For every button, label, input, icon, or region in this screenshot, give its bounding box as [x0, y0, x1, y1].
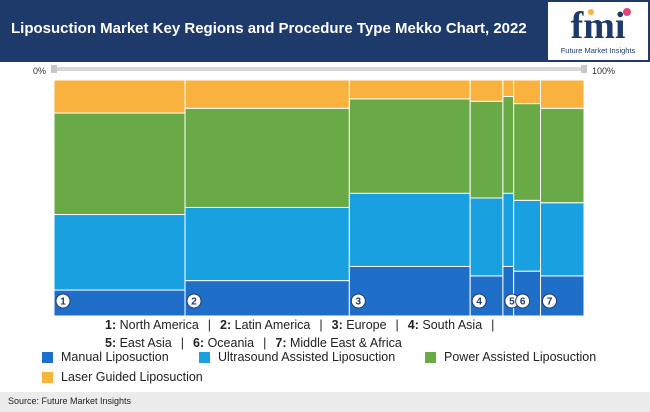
region-legend-item-3: 3: Europe — [332, 318, 387, 332]
region-legend-item-7: 7: Middle East & Africa — [275, 336, 401, 350]
bar-segment-6-4 — [513, 79, 542, 105]
bar-segment-3-4 — [348, 79, 471, 100]
legend-item-laser: Laser Guided Liposuction — [42, 370, 203, 384]
axis-tick-end — [581, 65, 587, 73]
fmi-logo: fmi Future Market Insights — [548, 2, 648, 60]
bar-segment-5-4 — [502, 79, 515, 98]
legend-label: Laser Guided Liposuction — [61, 370, 203, 384]
legend-separator: | — [395, 318, 399, 332]
column-badge-1 — [55, 293, 71, 309]
logo-dot-icon — [588, 9, 594, 15]
region-name: Latin America — [231, 318, 311, 332]
bar-segment-4-4 — [469, 79, 504, 102]
region-number: 4: — [407, 318, 419, 332]
bar-segment-4-3 — [469, 100, 504, 199]
bars-layer — [53, 79, 585, 317]
legend-swatch — [199, 351, 210, 363]
column-badge-number-3: 3 — [356, 297, 362, 308]
legend-separator: | — [180, 336, 184, 350]
region-legend-item-4: 4: South Asia — [408, 318, 482, 332]
column-badge-number-4: 4 — [476, 297, 482, 308]
region-legend-item-5: 5: East Asia — [105, 336, 172, 350]
region-name: Europe — [342, 318, 387, 332]
source-note: Source: Future Market Insights — [8, 396, 132, 406]
region-legend-item-2: 2: Latin America — [220, 318, 310, 332]
column-badge-7 — [542, 293, 558, 309]
region-legend-item-1: 1: North America — [105, 318, 199, 332]
region-legend-row-1: 1: North America | 2: Latin America | 3: Eur… — [105, 318, 503, 332]
region-name: East Asia — [116, 336, 172, 350]
axis-track — [54, 67, 584, 71]
axis-layer: 0% 100% — [33, 65, 615, 76]
bar-segment-7-2 — [540, 202, 585, 277]
region-name: South Asia — [418, 318, 483, 332]
logo-letters: fmi — [571, 5, 626, 46]
legend-separator: | — [207, 318, 212, 332]
column-badge-2 — [186, 293, 202, 309]
column-badge-3 — [350, 293, 366, 309]
bar-segment-7-3 — [540, 107, 585, 204]
legend-swatch — [42, 351, 53, 363]
bar-segment-6-2 — [513, 199, 542, 272]
logo-dot-icon — [623, 8, 631, 16]
legend-label: Ultrasound Assisted Liposuction — [218, 350, 396, 364]
region-number: 2: — [220, 318, 232, 332]
legend-item-ultrasound: Ultrasound Assisted Liposuction — [199, 350, 395, 364]
region-name: North America — [116, 318, 199, 332]
column-badge-4 — [471, 293, 487, 309]
footer: Source: Future Market Insights — [0, 392, 650, 412]
bar-segment-1-4 — [53, 79, 186, 114]
bar-segment-2-4 — [184, 79, 350, 109]
column-badge-6 — [515, 293, 531, 309]
region-number: 3: — [331, 318, 343, 332]
fmi-logo-mark: fmi — [571, 5, 631, 47]
bar-segment-5-1 — [502, 265, 515, 317]
bar-segment-1-3 — [53, 112, 186, 216]
column-badge-number-5: 5 — [509, 297, 515, 308]
bar-segment-7-4 — [540, 79, 585, 109]
bar-segment-5-2 — [502, 192, 515, 267]
column-badge-number-1: 1 — [60, 297, 66, 308]
logo-company-name: Future Market Insights — [560, 46, 636, 55]
bar-segment-3-2 — [348, 192, 471, 267]
bar-segment-6-3 — [513, 103, 542, 201]
legend-label: Manual Liposuction — [61, 350, 169, 364]
axis-label-end: 100% — [592, 66, 615, 76]
bar-segment-5-3 — [502, 96, 515, 194]
legend-item-manual: Manual Liposuction — [42, 350, 169, 364]
region-number: 1: — [105, 318, 117, 332]
bar-segment-3-3 — [348, 98, 471, 194]
bar-segment-1-1 — [53, 289, 186, 317]
bar-segment-2-1 — [184, 280, 350, 317]
axis-label-start: 0% — [33, 66, 46, 76]
bar-segment-6-1 — [513, 270, 542, 317]
column-badge-number-7: 7 — [547, 297, 553, 308]
region-legend-item-6: 6: Oceania — [193, 336, 254, 350]
bar-segment-1-2 — [53, 214, 186, 291]
legend-label: Power Assisted Liposuction — [444, 350, 597, 364]
region-number: 7: — [275, 336, 287, 350]
legend-item-power: Power Assisted Liposuction — [425, 350, 596, 364]
axis-tick-start — [51, 65, 57, 73]
legend-swatch — [42, 371, 53, 383]
bar-segment-2-3 — [184, 107, 350, 208]
legend-separator: | — [263, 336, 267, 350]
chart-title: Liposuction Market Key Regions and Proce… — [11, 20, 527, 37]
bar-segment-3-1 — [348, 265, 471, 317]
region-name: Middle East & Africa — [286, 336, 402, 350]
legend-separator: | — [319, 318, 323, 332]
region-legend-row-2: 5: East Asia | 6: Oceania | 7: Middle East &… — [105, 336, 402, 350]
bar-segment-4-2 — [469, 197, 504, 277]
legend-separator: | — [491, 318, 495, 332]
header-banner: Liposuction Market Key Regions and Proce… — [0, 0, 650, 62]
legend-swatch — [425, 351, 436, 363]
column-badge-number-2: 2 — [191, 297, 197, 308]
region-name: Oceania — [204, 336, 255, 350]
region-number: 6: — [192, 336, 205, 350]
region-number: 5: — [105, 336, 117, 350]
bar-segment-2-2 — [184, 206, 350, 282]
column-badge-number-6: 6 — [520, 297, 526, 308]
